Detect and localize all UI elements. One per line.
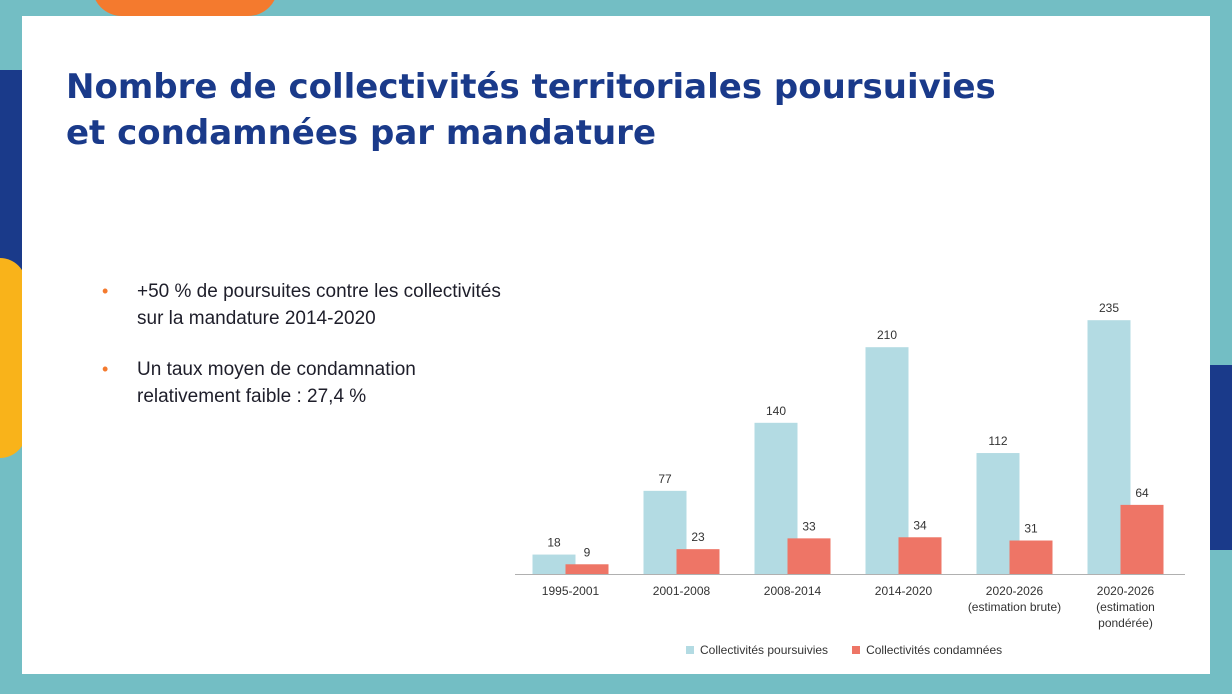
data-label-condamnees: 34 — [913, 518, 927, 532]
bullet-list: • +50 % de poursuites contre les collecti… — [102, 278, 502, 434]
bar-condamnees — [787, 538, 831, 574]
bullet-dot-icon: • — [102, 281, 109, 301]
x-tick-label: 2020-2026 — [1097, 584, 1155, 598]
bar-chart: 18 9 1995-2001 77 23 2001-2008 140 33 2008-2014 2… — [515, 301, 1185, 630]
bar-condamnees — [565, 564, 609, 574]
data-label-poursuivies: 77 — [658, 472, 672, 486]
decor-navy-shape-left — [0, 70, 26, 270]
bar-condamnees — [676, 549, 720, 574]
legend-label-condamnees: Collectivités condamnées — [866, 643, 1003, 657]
bullet-text: +50 % de poursuites contre les collectiv… — [137, 281, 501, 329]
title-line-2: et condamnées par mandature — [66, 113, 657, 153]
data-label-poursuivies: 18 — [547, 536, 561, 550]
bar-condamnees — [1120, 504, 1164, 574]
x-tick-label: (estimation brute) — [968, 600, 1061, 614]
data-label-poursuivies: 112 — [988, 434, 1007, 448]
x-tick-label: 2014-2020 — [875, 584, 933, 598]
x-tick-label: (estimation — [1096, 600, 1155, 614]
data-label-condamnees: 9 — [584, 545, 591, 559]
data-label-condamnees: 23 — [691, 530, 705, 544]
bar-poursuivies — [532, 554, 576, 574]
decor-navy-shape-right — [1210, 365, 1232, 550]
x-tick-label: 2001-2008 — [653, 584, 711, 598]
chart-legend: Collectivités poursuivies Collectivités … — [686, 643, 1002, 657]
data-label-poursuivies: 235 — [1099, 301, 1119, 315]
data-label-condamnees: 31 — [1024, 522, 1038, 536]
title-line-1: Nombre de collectivités territoriales po… — [66, 67, 996, 107]
data-label-condamnees: 64 — [1135, 486, 1149, 500]
legend-swatch-condamnees — [852, 646, 861, 654]
decor-orange-shape — [92, 0, 278, 16]
x-tick-label: pondérée) — [1098, 616, 1153, 630]
bar-condamnees — [1009, 540, 1053, 574]
data-label-poursuivies: 210 — [877, 328, 897, 342]
bar-poursuivies — [865, 347, 909, 574]
data-label-condamnees: 33 — [802, 519, 816, 533]
decor-yellow-shape — [0, 258, 26, 458]
legend-label-poursuivies: Collectivités poursuivies — [700, 643, 829, 657]
legend-item-poursuivies: Collectivités poursuivies — [686, 643, 828, 657]
legend-swatch-poursuivies — [686, 646, 694, 654]
bullet-dot-icon: • — [102, 359, 109, 379]
bar-condamnees — [898, 537, 942, 574]
bullet-text: Un taux moyen de condamnation relativeme… — [137, 359, 416, 407]
x-tick-label: 2020-2026 — [986, 584, 1044, 598]
x-tick-label: 1995-2001 — [542, 584, 600, 598]
bullet-item: • Un taux moyen de condamnation relativem… — [102, 356, 502, 410]
slide-title: Nombre de collectivités territoriales po… — [66, 64, 1066, 156]
x-tick-label: 2008-2014 — [764, 584, 822, 598]
slide: Nombre de collectivités territoriales po… — [22, 16, 1210, 674]
legend-item-condamnees: Collectivités condamnées — [852, 643, 1002, 657]
bullet-item: • +50 % de poursuites contre les collecti… — [102, 278, 502, 332]
data-label-poursuivies: 140 — [766, 404, 786, 418]
